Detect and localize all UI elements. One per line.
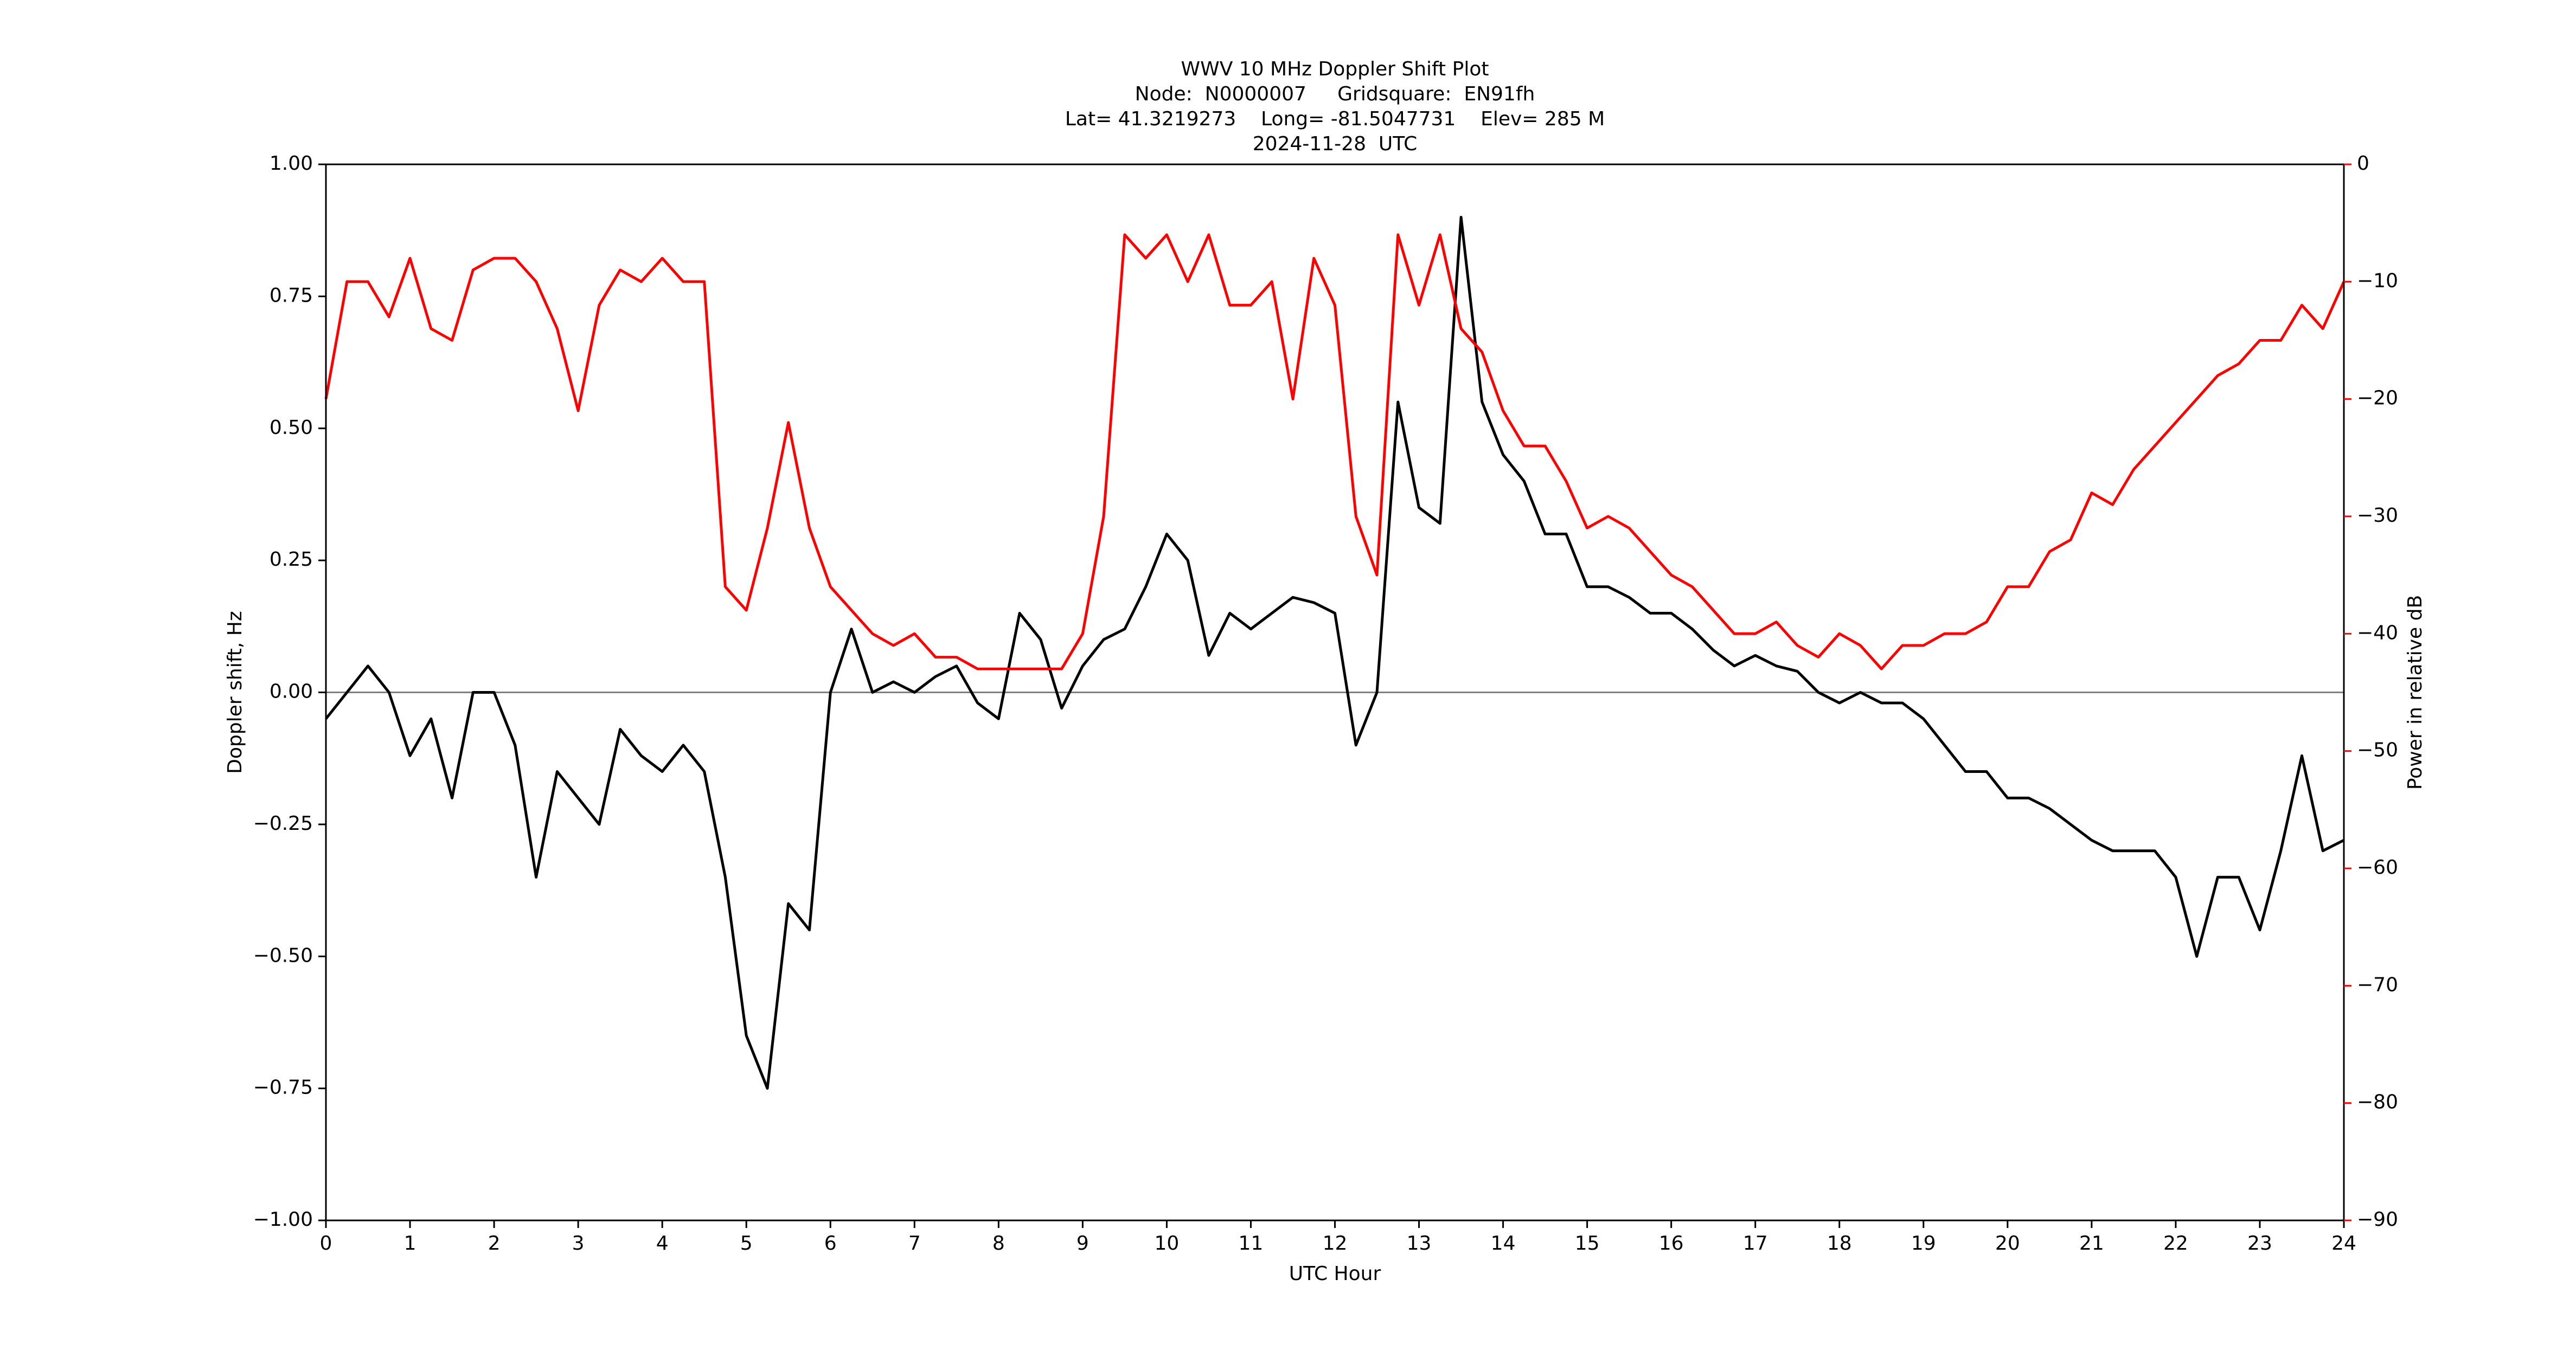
x-tick-label: 22 xyxy=(2163,1232,2188,1255)
x-tick-label: 15 xyxy=(1575,1232,1600,1255)
chart-title: WWV 10 MHz Doppler Shift Plot xyxy=(1181,58,1489,80)
x-tick-label: 19 xyxy=(1911,1232,1936,1255)
y-tick-label: −0.50 xyxy=(253,944,313,967)
y2-tick-label: −40 xyxy=(2357,622,2398,644)
x-tick-label: 7 xyxy=(908,1232,921,1255)
y2-tick-label: −30 xyxy=(2357,504,2398,527)
x-tick-label: 23 xyxy=(2247,1232,2272,1255)
y2-tick-label: −60 xyxy=(2357,856,2398,879)
x-tick-label: 14 xyxy=(1491,1232,1516,1255)
y-tick-label: 1.00 xyxy=(270,152,313,175)
x-tick-label: 13 xyxy=(1407,1232,1432,1255)
y-tick-label: 0.25 xyxy=(270,548,313,571)
y2-tick-label: −10 xyxy=(2357,270,2398,292)
x-tick-label: 24 xyxy=(2331,1232,2356,1255)
y2-axis-label: Power in relative dB xyxy=(2404,595,2426,790)
chart-title: Node: N0000007 Gridsquare: EN91fh xyxy=(1135,83,1535,105)
chart-title: Lat= 41.3219273 Long= -81.5047731 Elev= … xyxy=(1065,108,1605,130)
x-tick-label: 20 xyxy=(1995,1232,2020,1255)
y2-tick-label: −20 xyxy=(2357,387,2398,410)
x-tick-label: 6 xyxy=(824,1232,837,1255)
y-tick-label: −0.25 xyxy=(253,813,313,835)
x-tick-label: 2 xyxy=(488,1232,501,1255)
x-tick-label: 10 xyxy=(1155,1232,1180,1255)
x-tick-label: 3 xyxy=(572,1232,585,1255)
y2-tick-label: −50 xyxy=(2357,739,2398,762)
x-tick-label: 1 xyxy=(404,1232,416,1255)
x-tick-label: 16 xyxy=(1659,1232,1684,1255)
x-tick-label: 11 xyxy=(1239,1232,1264,1255)
x-axis-label: UTC Hour xyxy=(1289,1263,1381,1285)
x-tick-label: 12 xyxy=(1323,1232,1348,1255)
y-axis-label: Doppler shift, Hz xyxy=(224,611,246,773)
y2-tick-label: −70 xyxy=(2357,974,2398,996)
data-line xyxy=(324,233,2346,670)
y2-tick-label: 0 xyxy=(2357,152,2369,175)
y-tick-label: 0.00 xyxy=(270,681,313,703)
x-tick-label: 4 xyxy=(656,1232,669,1255)
x-tick-label: 9 xyxy=(1076,1232,1089,1255)
x-tick-label: 8 xyxy=(992,1232,1005,1255)
x-tick-label: 5 xyxy=(740,1232,753,1255)
y-tick-label: 0.50 xyxy=(270,417,313,439)
x-tick-label: 17 xyxy=(1743,1232,1768,1255)
data-line xyxy=(325,215,2345,1090)
y-tick-label: 0.75 xyxy=(270,284,313,306)
y2-tick-label: −90 xyxy=(2357,1208,2398,1231)
y-tick-label: −0.75 xyxy=(253,1077,313,1099)
y-tick-label: −1.00 xyxy=(253,1208,313,1231)
x-tick-label: 0 xyxy=(320,1232,332,1255)
y2-tick-label: −80 xyxy=(2357,1091,2398,1114)
chart-title: 2024-11-28 UTC xyxy=(1253,133,1417,155)
x-tick-label: 21 xyxy=(2079,1232,2104,1255)
x-tick-label: 18 xyxy=(1827,1232,1852,1255)
